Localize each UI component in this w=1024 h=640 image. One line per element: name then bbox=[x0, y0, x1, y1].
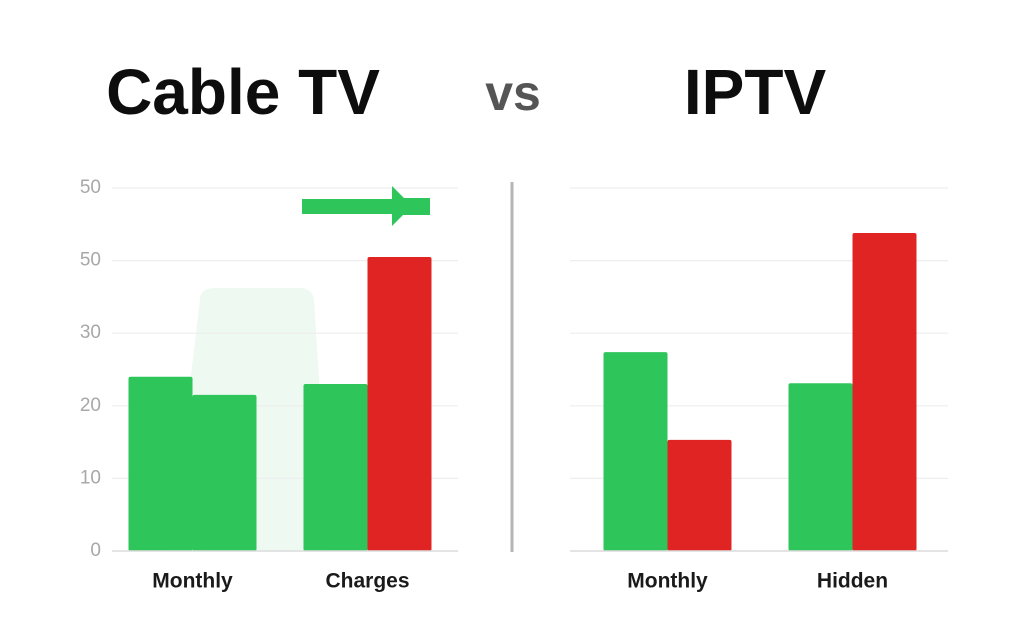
bar bbox=[852, 233, 917, 551]
y-tick-label: 30 bbox=[80, 322, 101, 343]
x-tick-label: Hidden bbox=[817, 570, 888, 593]
bar bbox=[667, 439, 732, 551]
arrow bbox=[392, 198, 430, 215]
bar bbox=[303, 384, 368, 551]
bar bbox=[603, 352, 668, 551]
y-tick-label: 10 bbox=[80, 467, 101, 488]
charts: 0 10 20 30 50 50 Monthly Charges Monthly Hidden bbox=[80, 177, 948, 593]
bar bbox=[367, 256, 432, 551]
bar bbox=[128, 376, 193, 551]
bar bbox=[788, 383, 853, 551]
separator: vs bbox=[485, 65, 541, 121]
y-tick-label: 0 bbox=[90, 540, 101, 561]
x-tick-label: Monthly bbox=[152, 570, 233, 593]
chart-title: IPTV bbox=[684, 56, 827, 128]
y-tick-label: 50 bbox=[80, 250, 101, 271]
chart-title: Cable TV bbox=[106, 56, 380, 128]
x-tick-label: Monthly bbox=[627, 570, 708, 593]
y-tick-label: 20 bbox=[80, 395, 101, 416]
bar bbox=[192, 394, 257, 551]
x-tick-label: Charges bbox=[325, 570, 409, 593]
arrow bbox=[302, 186, 412, 226]
y-tick-label: 50 bbox=[80, 177, 101, 198]
